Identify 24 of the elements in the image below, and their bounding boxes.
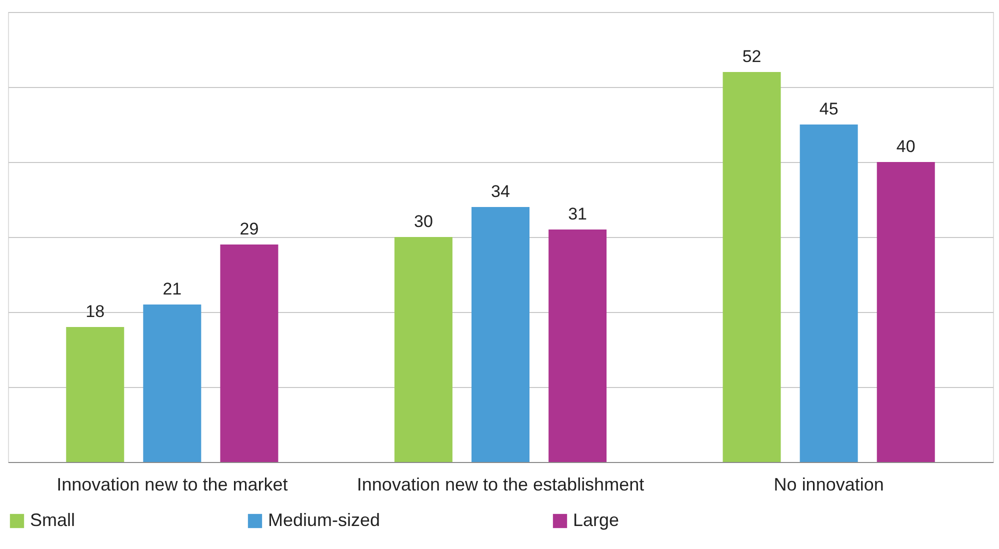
data-label: 34 bbox=[491, 182, 510, 201]
data-label: 21 bbox=[162, 280, 182, 298]
bar bbox=[548, 230, 607, 462]
bar bbox=[472, 207, 530, 462]
legend-label: Large bbox=[573, 510, 620, 530]
data-label: 29 bbox=[240, 220, 259, 238]
bar bbox=[394, 237, 452, 462]
legend-label: Small bbox=[30, 510, 76, 530]
data-label: 40 bbox=[896, 137, 916, 156]
legend-label: Medium-sized bbox=[268, 510, 380, 530]
data-label: 30 bbox=[414, 212, 433, 231]
x-tick-label: Innovation new to the market bbox=[56, 474, 288, 494]
bar bbox=[876, 162, 935, 462]
data-label: 52 bbox=[742, 47, 762, 66]
data-label: 31 bbox=[568, 204, 588, 224]
bar bbox=[800, 124, 858, 462]
bar bbox=[722, 72, 781, 462]
bar bbox=[220, 244, 278, 462]
data-label: 18 bbox=[86, 302, 105, 321]
x-tick-label: No innovation bbox=[774, 474, 884, 494]
bar bbox=[143, 304, 202, 462]
data-label: 45 bbox=[819, 100, 838, 118]
bar bbox=[66, 327, 124, 462]
x-tick-label: Innovation new to the establishment bbox=[356, 474, 644, 494]
